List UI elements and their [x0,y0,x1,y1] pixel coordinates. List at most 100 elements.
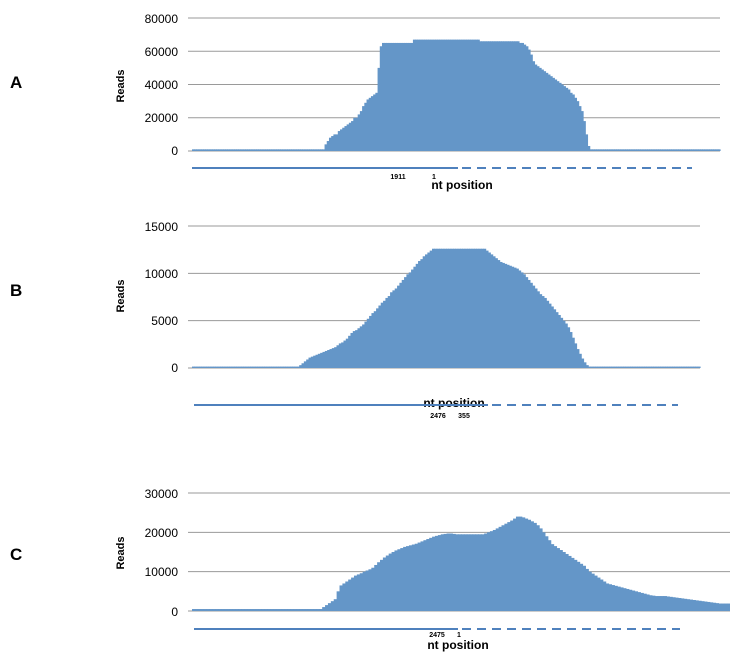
bar [646,594,650,611]
bar [320,149,323,151]
bar [596,577,601,611]
bar [588,571,592,611]
bar [573,559,578,611]
bar [364,321,368,368]
bar [427,252,431,368]
bar [335,134,339,152]
bar [421,39,425,151]
bar [585,568,589,611]
bar [390,292,393,368]
bar [246,609,251,611]
bar [280,149,284,151]
bar [426,39,429,151]
bar [494,41,498,151]
bar [581,358,585,368]
bar [583,121,586,152]
bar [591,149,595,151]
bar [233,366,237,368]
position-marker-label: 1 [457,632,461,639]
bar [201,366,205,368]
bar [240,366,244,368]
bar [197,609,202,611]
bar [385,297,389,368]
bar [597,366,601,368]
bar [281,609,286,611]
bar [249,149,253,151]
bar [674,366,678,368]
bar [406,546,410,611]
bar [200,609,205,611]
bar [616,366,620,368]
bar [538,67,542,152]
bar [562,552,566,611]
bar [303,361,307,368]
bar [403,546,407,611]
bar [229,366,233,368]
bar [636,149,639,151]
bar [547,74,551,151]
bar [295,149,299,151]
bar [651,149,655,151]
bar [448,248,452,368]
bar [439,39,443,151]
bar [527,279,531,368]
bar [558,82,562,151]
y-tick-label: 30000 [145,487,179,501]
bar [346,124,350,151]
bar [258,149,262,151]
bar [530,521,534,611]
bar [251,149,255,151]
bar [466,248,470,368]
bar [654,596,659,611]
bar [706,149,710,151]
bar [306,359,310,368]
bar [616,149,619,151]
bar [408,272,412,368]
bar [307,609,312,611]
bar [397,285,400,368]
bar [284,609,289,611]
bar [536,66,540,151]
bar [634,591,639,611]
position-marker-label: 355 [458,413,470,420]
bar [644,366,647,368]
bar [313,355,317,368]
bar [497,260,501,368]
bar [639,366,643,368]
bar [466,534,471,611]
bar [310,356,314,368]
bar [664,149,668,151]
bar [377,562,381,611]
bar [527,519,532,611]
bar [216,149,220,151]
bar [556,81,560,151]
bar [443,248,447,368]
bar [327,350,331,368]
bar [488,41,491,151]
bar [380,559,384,611]
bar [282,366,286,368]
bar [518,270,522,368]
bar [418,261,421,368]
bar [653,366,657,368]
bar [400,548,404,611]
bar [240,149,244,151]
bar [594,149,597,151]
bar [495,528,500,611]
bar [706,601,711,611]
bar [311,149,315,151]
bar [220,149,224,151]
bar [339,585,344,611]
bar [210,366,214,368]
bar [192,149,195,151]
bar [434,248,438,368]
bar [287,149,290,151]
bar [521,517,526,611]
bar [406,274,410,368]
bar [510,41,513,151]
bar [463,534,468,611]
bar [484,533,488,611]
bar [408,545,413,611]
bar [359,326,363,368]
bar [203,609,208,611]
